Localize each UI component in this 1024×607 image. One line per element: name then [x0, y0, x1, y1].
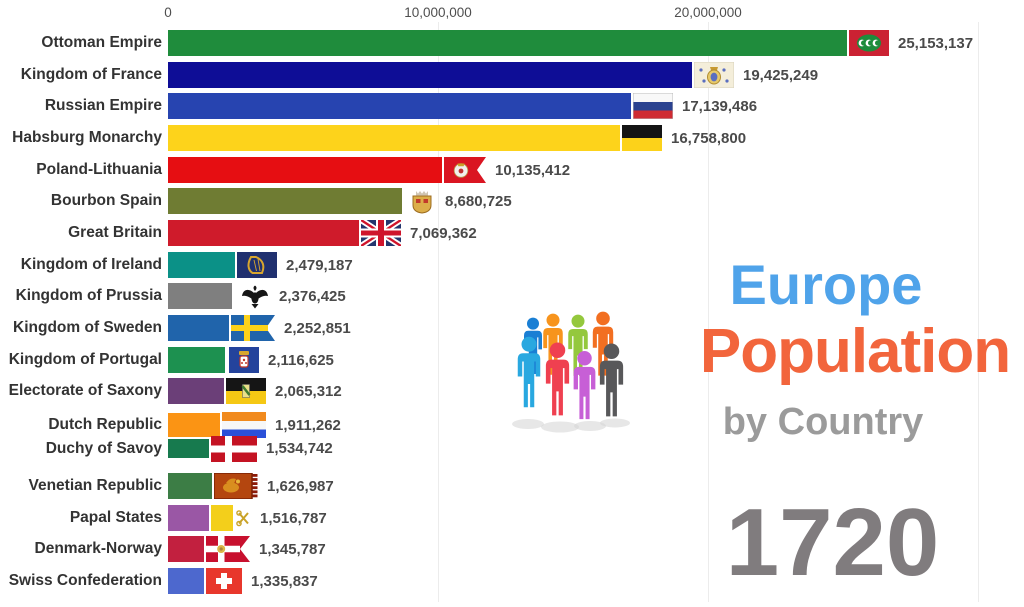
country-label: Habsburg Monarchy — [12, 129, 162, 146]
population-bar — [168, 473, 212, 499]
country-label: Papal States — [69, 509, 162, 526]
value-label: 2,065,312 — [275, 382, 342, 400]
country-label: Great Britain — [68, 224, 162, 241]
value-label: 1,345,787 — [259, 540, 326, 558]
sweden-flag-icon — [231, 315, 275, 341]
country-label: Kingdom of Prussia — [15, 287, 162, 304]
poland-flag-icon — [444, 157, 486, 183]
spain-flag-icon — [408, 188, 436, 214]
gridline — [708, 22, 709, 602]
people-group-icon — [512, 311, 630, 433]
papal-flag-icon — [211, 505, 251, 531]
russia-flag-icon — [632, 92, 674, 120]
population-bar — [168, 125, 620, 151]
country-label: Denmark-Norway — [34, 540, 163, 557]
gb-flag-icon — [359, 217, 403, 249]
value-label: 2,376,425 — [279, 287, 346, 305]
country-label: Kingdom of Ireland — [20, 256, 162, 273]
population-bar — [168, 188, 402, 214]
country-label: Kingdom of France — [20, 66, 162, 83]
value-label: 1,911,262 — [275, 416, 341, 434]
population-bar — [168, 283, 232, 309]
population-bar — [168, 413, 220, 437]
value-label: 1,516,787 — [260, 509, 327, 527]
country-label: Swiss Confederation — [8, 572, 162, 589]
dutch-flag-icon — [222, 412, 266, 438]
value-label: 7,069,362 — [410, 224, 477, 242]
habsburg-flag-icon — [622, 125, 662, 151]
population-bar — [168, 62, 692, 88]
value-label: 1,335,837 — [251, 572, 318, 590]
country-label: Electorate of Saxony — [8, 382, 162, 399]
population-bar — [168, 439, 209, 458]
population-bar — [168, 252, 235, 278]
country-label: Dutch Republic — [48, 416, 162, 433]
population-bar — [168, 505, 209, 531]
country-label: Russian Empire — [44, 97, 162, 114]
gridline — [978, 22, 979, 602]
france-flag-icon — [693, 61, 735, 89]
country-label: Bourbon Spain — [50, 192, 162, 209]
people-shadows — [512, 418, 630, 433]
value-label: 1,534,742 — [266, 440, 333, 457]
value-label: 1,626,987 — [267, 477, 334, 495]
population-bar — [168, 30, 847, 56]
axis-tick-label: 0 — [164, 5, 172, 20]
population-bar — [168, 315, 229, 341]
country-label: Kingdom of Portugal — [8, 351, 162, 368]
prussia-flag-icon — [240, 283, 270, 309]
value-label: 25,153,137 — [898, 34, 974, 52]
title-by-country: by Country — [722, 401, 924, 443]
country-label: Kingdom of Sweden — [13, 319, 162, 336]
population-bar — [168, 157, 442, 183]
country-label: Venetian Republic — [28, 477, 162, 494]
ireland-flag-icon — [237, 252, 277, 278]
ottoman-flag-icon — [849, 30, 889, 56]
country-label: Ottoman Empire — [41, 34, 162, 51]
country-label: Duchy of Savoy — [45, 439, 162, 457]
population-bar — [168, 220, 359, 246]
year-counter: 1720 — [725, 489, 940, 596]
savoy-flag-icon — [211, 436, 257, 462]
value-label: 8,680,725 — [445, 192, 512, 210]
title-population: Population — [699, 317, 1011, 386]
saxony-flag-icon — [226, 378, 266, 404]
axis-tick-label: 20,000,000 — [674, 5, 742, 20]
value-label: 16,758,800 — [671, 129, 747, 147]
population-bar — [168, 536, 204, 562]
swiss-flag-icon — [206, 568, 242, 594]
population-bar — [168, 347, 225, 373]
denmark-flag-icon — [206, 536, 250, 562]
value-label: 2,116,625 — [268, 351, 334, 369]
value-label: 10,135,412 — [495, 161, 571, 179]
value-label: 17,139,486 — [682, 97, 758, 115]
portugal-flag-icon — [229, 347, 259, 373]
population-bar — [168, 93, 631, 119]
country-label: Poland-Lithuania — [36, 161, 162, 178]
axis-tick-label: 10,000,000 — [404, 5, 472, 20]
venice-flag-icon — [213, 472, 258, 500]
value-label: 19,425,249 — [743, 66, 819, 84]
population-bar — [168, 568, 204, 594]
gridline — [438, 22, 439, 602]
title-europe: Europe — [729, 253, 923, 316]
person-icon — [568, 314, 588, 376]
value-label: 2,479,187 — [286, 256, 353, 274]
population-bar — [168, 378, 224, 404]
value-label: 2,252,851 — [284, 319, 351, 337]
